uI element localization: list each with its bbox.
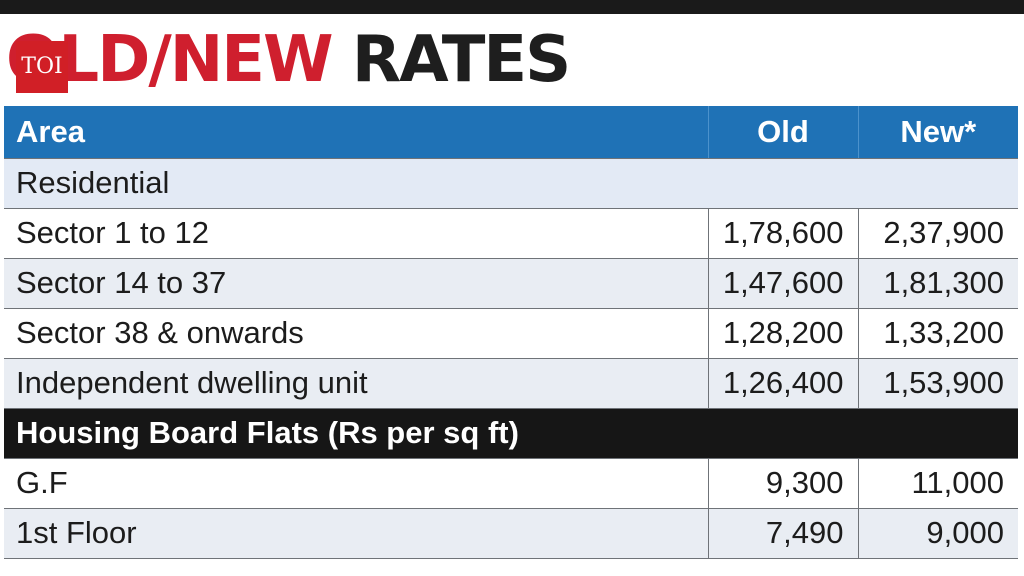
row-label: Sector 14 to 37 bbox=[4, 258, 708, 309]
old-rate: 9,300 bbox=[707, 458, 858, 509]
header-old: Old bbox=[707, 106, 858, 159]
row-label: Residential bbox=[4, 158, 1018, 209]
header-new: New* bbox=[857, 106, 1018, 159]
row-label: Independent dwelling unit bbox=[4, 358, 708, 409]
new-rate: 1,33,200 bbox=[857, 308, 1018, 359]
top-bar bbox=[0, 0, 1024, 14]
old-rate: 1,26,400 bbox=[707, 358, 858, 409]
old-rate: 1,47,600 bbox=[707, 258, 858, 309]
table-row: Sector 14 to 37 1,47,600 1,81,300 bbox=[4, 258, 1018, 309]
new-rate: 2,37,900 bbox=[857, 208, 1018, 259]
row-label: G.F bbox=[4, 458, 708, 509]
new-rate: 9,000 bbox=[857, 508, 1018, 559]
header-area: Area bbox=[4, 106, 708, 159]
new-rate: 1,81,300 bbox=[857, 258, 1018, 309]
row-label: Sector 38 & onwards bbox=[4, 308, 708, 359]
table-header-row: Area Old New* bbox=[4, 106, 1018, 159]
old-rate: 7,490 bbox=[707, 508, 858, 559]
old-rate: 1,28,200 bbox=[707, 308, 858, 359]
new-rate: 1,53,900 bbox=[857, 358, 1018, 409]
table-row: Sector 1 to 12 1,78,600 2,37,900 bbox=[4, 208, 1018, 259]
headline: OLD/NEW RATES bbox=[6, 22, 571, 102]
toi-logo: TOI bbox=[16, 41, 68, 93]
table-row: G.F 9,300 11,000 bbox=[4, 458, 1018, 509]
row-label: Sector 1 to 12 bbox=[4, 208, 708, 259]
table-row: Independent dwelling unit 1,26,400 1,53,… bbox=[4, 358, 1018, 409]
table-row: 1st Floor 7,490 9,000 bbox=[4, 508, 1018, 559]
table-row: Sector 38 & onwards 1,28,200 1,33,200 bbox=[4, 308, 1018, 359]
table-row-residential: Residential bbox=[4, 158, 1018, 209]
table-row-housing-board: Housing Board Flats (Rs per sq ft) bbox=[4, 408, 1018, 459]
row-label: 1st Floor bbox=[4, 508, 708, 559]
rates-table: Area Old New* Residential Sector 1 to 12… bbox=[4, 106, 1018, 559]
headline-rates: RATES bbox=[331, 23, 571, 97]
old-rate: 1,78,600 bbox=[707, 208, 858, 259]
new-rate: 11,000 bbox=[857, 458, 1018, 509]
section-label: Housing Board Flats (Rs per sq ft) bbox=[4, 408, 1018, 459]
